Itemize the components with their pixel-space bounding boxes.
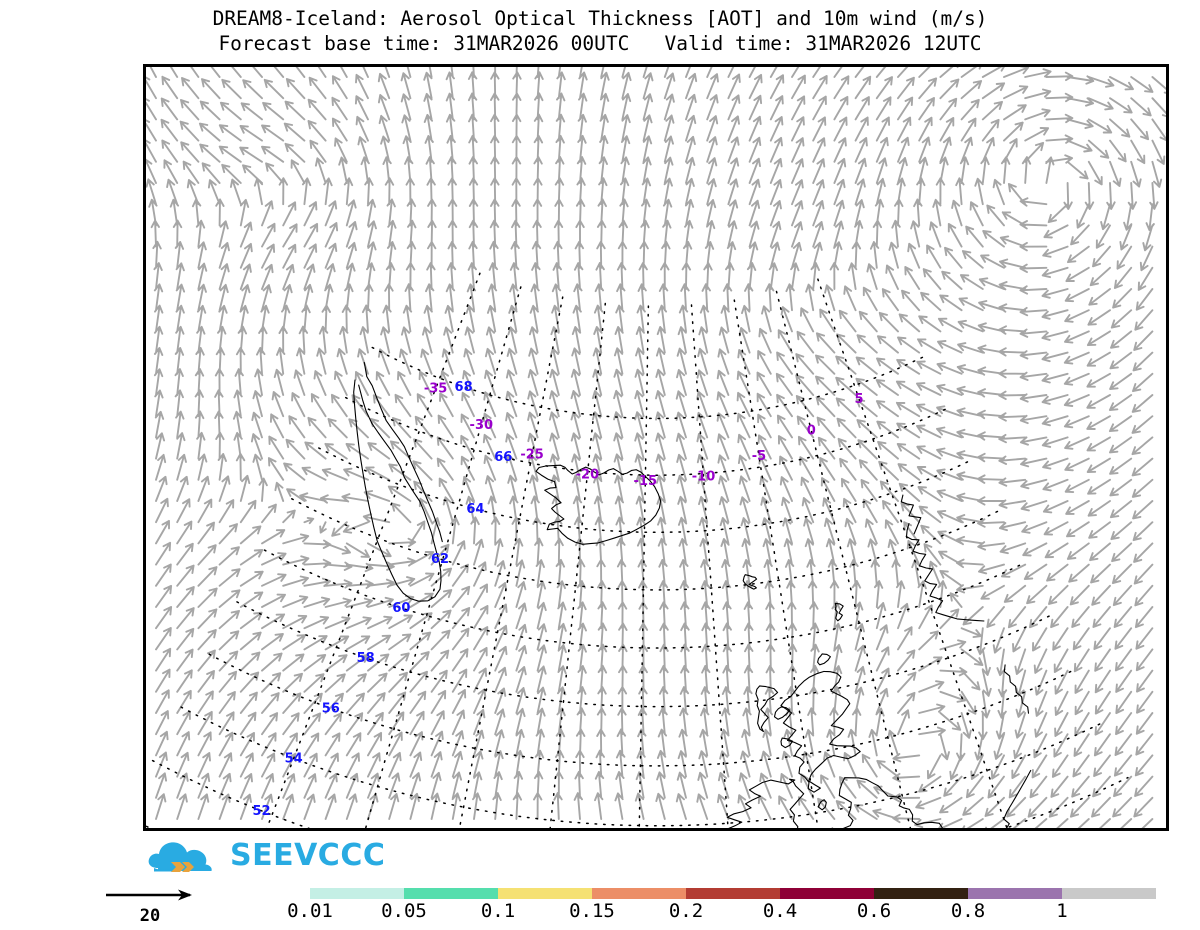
coastline-scotland bbox=[780, 670, 861, 793]
parallel-line bbox=[208, 653, 1076, 767]
graticule-label-layer: 68666462605856545250-35-30-25-20-15-10-5… bbox=[252, 380, 863, 819]
colorbar-swatches bbox=[216, 888, 1156, 899]
parallel-line bbox=[344, 396, 949, 476]
latitude-label: 54 bbox=[285, 751, 303, 766]
colorbar-tick-label: 0.01 bbox=[287, 900, 333, 922]
parallel-line bbox=[318, 447, 974, 534]
colorbar-segment bbox=[310, 888, 404, 899]
longitude-label: 0 bbox=[807, 424, 816, 439]
chart-title-block: DREAM8-Iceland: Aerosol Optical Thicknes… bbox=[0, 6, 1200, 56]
coastline-greenland bbox=[353, 379, 442, 602]
latitude-label: 68 bbox=[455, 380, 473, 395]
chevron-arrow-icon bbox=[171, 862, 185, 872]
longitude-label: -20 bbox=[576, 467, 600, 482]
latitude-label: 60 bbox=[392, 601, 410, 616]
coastline-denmark bbox=[1003, 664, 1030, 714]
colorbar-segment bbox=[498, 888, 592, 899]
aot-colorbar[interactable]: 0.01 0.05 0.1 0.15 0.2 0.4 0.6 0.8 1 bbox=[216, 888, 1156, 928]
parallel-line bbox=[263, 549, 1025, 649]
logo-wordmark: SEEVCCC bbox=[230, 838, 386, 873]
colorbar-segment bbox=[1062, 888, 1156, 899]
coastline-ireland bbox=[726, 778, 805, 828]
coastline-iceland bbox=[535, 464, 662, 545]
parallel-line bbox=[371, 346, 924, 420]
colorbar-segment bbox=[592, 888, 686, 899]
colorbar-segment bbox=[780, 888, 874, 899]
chevron-arrow-icon-2 bbox=[182, 862, 194, 872]
coastline-mull bbox=[780, 737, 794, 749]
coastline-greenlandcoastdetail bbox=[363, 361, 443, 543]
map-panel[interactable]: 68666462605856545250-35-30-25-20-15-10-5… bbox=[143, 64, 1169, 831]
latitude-label: 64 bbox=[466, 502, 484, 517]
wind-arrows bbox=[146, 67, 1166, 828]
longitude-label: -25 bbox=[520, 448, 544, 463]
latitude-label: 52 bbox=[252, 804, 270, 819]
coastline-skye bbox=[773, 706, 791, 720]
coastline-manisle bbox=[817, 799, 827, 811]
longitude-label: -5 bbox=[752, 449, 766, 464]
coastline-england bbox=[838, 777, 944, 828]
colorbar-segment bbox=[968, 888, 1062, 899]
longitude-label: -15 bbox=[634, 474, 658, 489]
coastline-layer bbox=[353, 361, 1032, 828]
coastline-hebrides bbox=[755, 685, 779, 733]
colorbar-tick-label: 0.15 bbox=[569, 900, 615, 922]
colorbar-tick-label: 0.4 bbox=[762, 900, 798, 922]
wind-scale-reference: 20 bbox=[104, 888, 210, 928]
page-title: DREAM8-Iceland: Aerosol Optical Thicknes… bbox=[212, 7, 988, 30]
wind-scale-value: 20 bbox=[139, 906, 161, 926]
cloud-shape bbox=[148, 842, 212, 871]
coastline-shetland bbox=[834, 602, 844, 622]
colorbar-tick-label: 0.2 bbox=[668, 900, 704, 922]
colorbar-segment bbox=[686, 888, 780, 899]
longitude-label: -10 bbox=[692, 469, 716, 484]
longitude-label: -35 bbox=[424, 382, 448, 397]
colorbar-tick-label: 0.05 bbox=[381, 900, 427, 922]
parallel-line bbox=[291, 498, 999, 591]
colorbar-tick-label: 0.1 bbox=[480, 900, 516, 922]
colorbar-segment bbox=[404, 888, 498, 899]
colorbar-tick-label: 0.6 bbox=[856, 900, 892, 922]
map-canvas[interactable]: 68666462605856545250-35-30-25-20-15-10-5… bbox=[146, 67, 1166, 828]
latitude-label: 56 bbox=[322, 701, 340, 716]
latitude-label: 62 bbox=[431, 552, 449, 567]
longitude-label: -30 bbox=[470, 418, 494, 433]
forecast-time-subtitle: Forecast base time: 31MAR2026 00UTC Vali… bbox=[218, 32, 982, 55]
arrow-right-icon bbox=[106, 889, 192, 901]
seevccc-logo[interactable]: SEEVCCC bbox=[146, 836, 385, 876]
cloud-icon bbox=[148, 842, 212, 872]
longitude-label: 5 bbox=[854, 392, 863, 407]
colorbar-tick-labels: 0.01 0.05 0.1 0.15 0.2 0.4 0.6 0.8 1 bbox=[216, 900, 1156, 928]
coastline-norwaynorth bbox=[900, 494, 922, 535]
colorbar-tick-label: 0.8 bbox=[950, 900, 986, 922]
coastline-norwaysouth bbox=[905, 522, 985, 622]
colorbar-segment bbox=[216, 888, 310, 899]
latitude-label: 66 bbox=[494, 450, 512, 465]
wind-vector-field bbox=[146, 67, 1166, 828]
graticule-layer bbox=[146, 272, 1129, 828]
colorbar-segment bbox=[874, 888, 968, 899]
coastline-orkney bbox=[817, 653, 831, 666]
coastline-netherlands bbox=[1003, 769, 1032, 828]
cloud-base bbox=[154, 868, 175, 872]
colorbar-tick-label: 1 bbox=[1056, 900, 1068, 922]
coastline-faroe bbox=[742, 574, 758, 590]
latitude-label: 58 bbox=[357, 651, 375, 666]
